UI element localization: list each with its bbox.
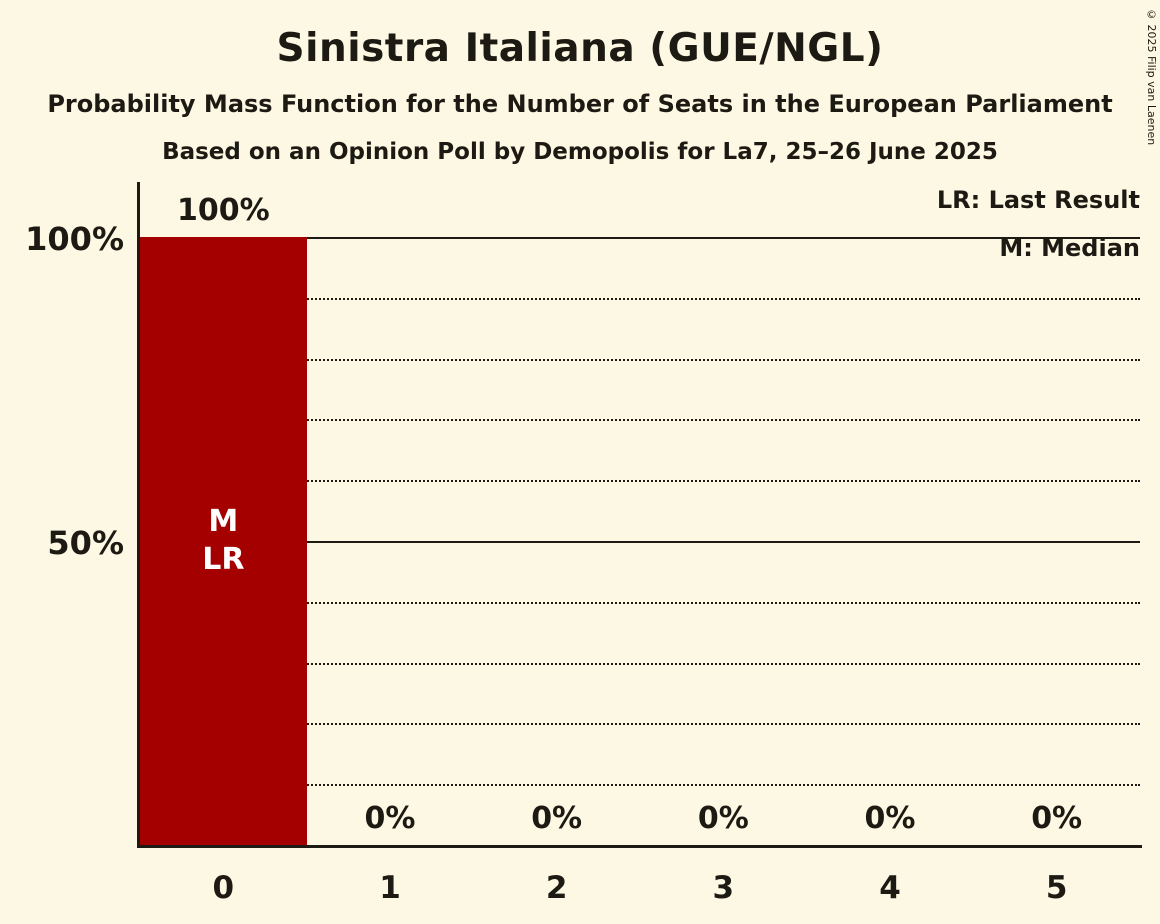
- y-axis-label-100: 100%: [25, 220, 124, 258]
- gridline-20-percent: [140, 723, 1140, 726]
- bar-seats-0: [140, 237, 307, 845]
- gridline-70-percent: [140, 419, 1140, 422]
- x-axis-line: [137, 845, 1142, 848]
- gridline-90-percent: [140, 297, 1140, 300]
- bar-annotation-m-lr: M LR: [202, 504, 245, 577]
- x-axis-tick-3: 3: [712, 870, 735, 906]
- bar-value-label-0: 100%: [176, 193, 270, 228]
- bar-value-label-5: 0%: [1031, 801, 1083, 836]
- legend-last-result: LR: Last Result: [936, 186, 1140, 214]
- bar-value-label-4: 0%: [864, 801, 916, 836]
- y-axis-line: [137, 182, 140, 848]
- bar-value-label-3: 0%: [697, 801, 749, 836]
- x-axis-tick-4: 4: [879, 870, 901, 906]
- gridline-50-percent: [140, 541, 1140, 543]
- y-axis-label-50: 50%: [47, 524, 124, 562]
- chart-poll-info: Based on an Opinion Poll by Demopolis fo…: [162, 139, 998, 165]
- bar-value-label-2: 0%: [531, 801, 583, 836]
- gridline-80-percent: [140, 358, 1140, 361]
- chart-title: Sinistra Italiana (GUE/NGL): [276, 26, 884, 71]
- bar-value-label-1: 0%: [364, 801, 416, 836]
- copyright-notice: © 2025 Filip van Laenen: [1145, 8, 1158, 146]
- x-axis-tick-2: 2: [545, 870, 568, 906]
- gridline-30-percent: [140, 662, 1140, 665]
- x-axis-tick-0: 0: [212, 870, 235, 906]
- x-axis-tick-5: 5: [1045, 870, 1068, 906]
- gridline-40-percent: [140, 601, 1140, 604]
- x-axis-tick-1: 1: [379, 870, 401, 906]
- gridline-60-percent: [140, 480, 1140, 483]
- chart-subtitle: Probability Mass Function for the Number…: [47, 90, 1113, 118]
- gridline-10-percent: [140, 784, 1140, 787]
- gridline-100-percent: [140, 237, 1140, 239]
